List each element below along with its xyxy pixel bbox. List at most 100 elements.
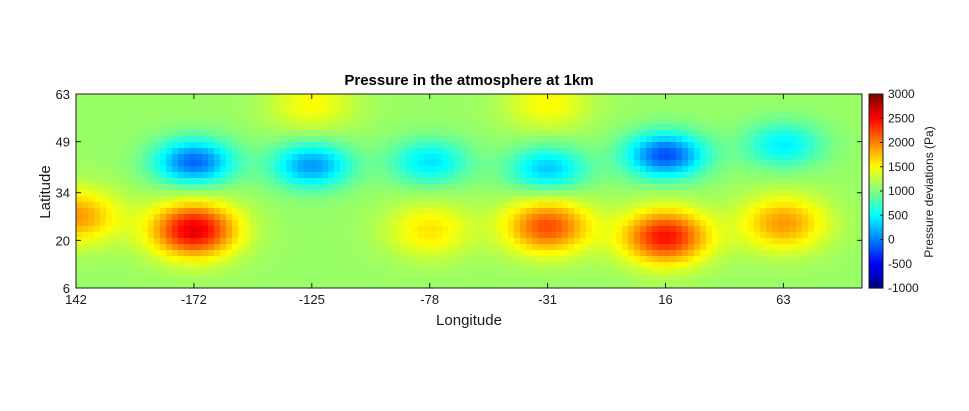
heatmap-cell	[730, 262, 737, 269]
heatmap-cell	[670, 178, 677, 185]
heatmap-cell	[202, 280, 209, 287]
heatmap-cell	[856, 250, 862, 257]
heatmap-cell	[556, 130, 563, 137]
colorbar-swatch	[869, 157, 883, 162]
heatmap-cell	[244, 94, 251, 101]
heatmap-cell	[754, 94, 761, 101]
heatmap-cell	[808, 160, 815, 167]
heatmap-cell	[244, 232, 251, 239]
heatmap-cell	[226, 196, 233, 203]
heatmap-cell	[484, 262, 491, 269]
heatmap-cell	[646, 208, 653, 215]
heatmap-cell	[604, 142, 611, 149]
heatmap-cell	[118, 100, 125, 107]
heatmap-cell	[670, 214, 677, 221]
heatmap-cell	[82, 130, 89, 137]
heatmap-cell	[268, 268, 275, 275]
heatmap-cell	[280, 100, 287, 107]
heatmap-cell	[640, 160, 647, 167]
heatmap-cell	[442, 268, 449, 275]
heatmap-cell	[796, 148, 803, 155]
heatmap-cell	[790, 226, 797, 233]
heatmap-cell	[700, 232, 707, 239]
heatmap-cell	[166, 154, 173, 161]
heatmap-cell	[856, 130, 862, 137]
heatmap-cell	[370, 130, 377, 137]
heatmap-cell	[556, 100, 563, 107]
heatmap-cell	[526, 112, 533, 119]
heatmap-cell	[568, 118, 575, 125]
heatmap-cell	[322, 100, 329, 107]
heatmap-cell	[334, 280, 341, 287]
heatmap-cell	[730, 154, 737, 161]
heatmap-cell	[562, 136, 569, 143]
heatmap-cell	[238, 196, 245, 203]
heatmap-cell	[208, 256, 215, 263]
heatmap-cell	[100, 232, 107, 239]
heatmap-cell	[850, 238, 857, 245]
heatmap-cell	[340, 238, 347, 245]
heatmap-cell	[796, 286, 803, 288]
heatmap-cell	[784, 208, 791, 215]
heatmap-cell	[712, 214, 719, 221]
heatmap-cell	[652, 148, 659, 155]
heatmap-cell	[562, 172, 569, 179]
heatmap-cell	[304, 262, 311, 269]
heatmap-cell	[334, 184, 341, 191]
heatmap-cell	[604, 166, 611, 173]
heatmap-cell	[712, 112, 719, 119]
heatmap-cell	[364, 196, 371, 203]
heatmap-cell	[688, 232, 695, 239]
heatmap-cell	[148, 124, 155, 131]
heatmap-cell	[802, 130, 809, 137]
heatmap-cell	[448, 178, 455, 185]
heatmap-cell	[562, 190, 569, 197]
heatmap-cell	[628, 178, 635, 185]
heatmap-cell	[448, 124, 455, 131]
heatmap-cell	[670, 100, 677, 107]
heatmap-cell	[370, 256, 377, 263]
heatmap-cell	[826, 112, 833, 119]
heatmap-cell	[724, 130, 731, 137]
heatmap-cell	[370, 118, 377, 125]
heatmap-cell	[724, 118, 731, 125]
heatmap-cell	[388, 172, 395, 179]
heatmap-cell	[190, 124, 197, 131]
heatmap-cell	[178, 154, 185, 161]
heatmap-cell	[496, 274, 503, 281]
heatmap-cell	[790, 232, 797, 239]
heatmap-cell	[466, 172, 473, 179]
heatmap-cell	[754, 268, 761, 275]
heatmap-cell	[304, 226, 311, 233]
heatmap-cell	[580, 100, 587, 107]
heatmap-cell	[706, 118, 713, 125]
heatmap-cell	[778, 130, 785, 137]
heatmap-cell	[748, 100, 755, 107]
heatmap-cell	[634, 238, 641, 245]
heatmap-cell	[616, 184, 623, 191]
heatmap-cell	[568, 232, 575, 239]
heatmap-cell	[544, 100, 551, 107]
heatmap-cell	[196, 172, 203, 179]
heatmap-cell	[640, 214, 647, 221]
heatmap-cell	[244, 172, 251, 179]
heatmap-cell	[112, 100, 119, 107]
x-tick-label: 16	[658, 292, 672, 307]
heatmap-cell	[190, 250, 197, 257]
heatmap-cell	[766, 100, 773, 107]
heatmap-cell	[130, 178, 137, 185]
colorbar-swatch	[869, 272, 883, 277]
heatmap-cell	[400, 184, 407, 191]
heatmap-cell	[820, 214, 827, 221]
heatmap-cell	[754, 238, 761, 245]
heatmap-cell	[94, 268, 101, 275]
heatmap-cell	[310, 178, 317, 185]
heatmap-cell	[664, 160, 671, 167]
heatmap-cell	[478, 94, 485, 101]
heatmap-cell	[274, 142, 281, 149]
heatmap-cell	[136, 106, 143, 113]
heatmap-cell	[76, 148, 83, 155]
heatmap-cell	[334, 172, 341, 179]
heatmap-cell	[664, 130, 671, 137]
